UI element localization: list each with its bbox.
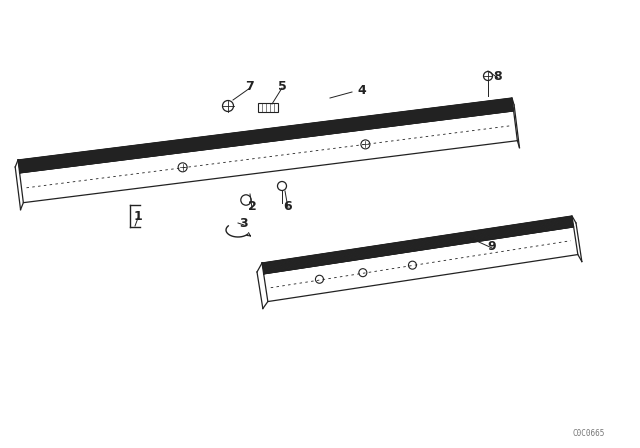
Text: 5: 5 <box>278 79 286 92</box>
Text: 1: 1 <box>134 210 142 223</box>
Text: 7: 7 <box>246 79 254 92</box>
Text: C0C0665: C0C0665 <box>573 429 605 438</box>
Text: 9: 9 <box>488 240 496 253</box>
Text: 8: 8 <box>493 69 502 82</box>
Text: 2: 2 <box>248 199 257 212</box>
Bar <box>258 103 278 112</box>
Text: 3: 3 <box>240 216 248 229</box>
Text: 6: 6 <box>284 199 292 212</box>
Text: 4: 4 <box>358 83 366 96</box>
